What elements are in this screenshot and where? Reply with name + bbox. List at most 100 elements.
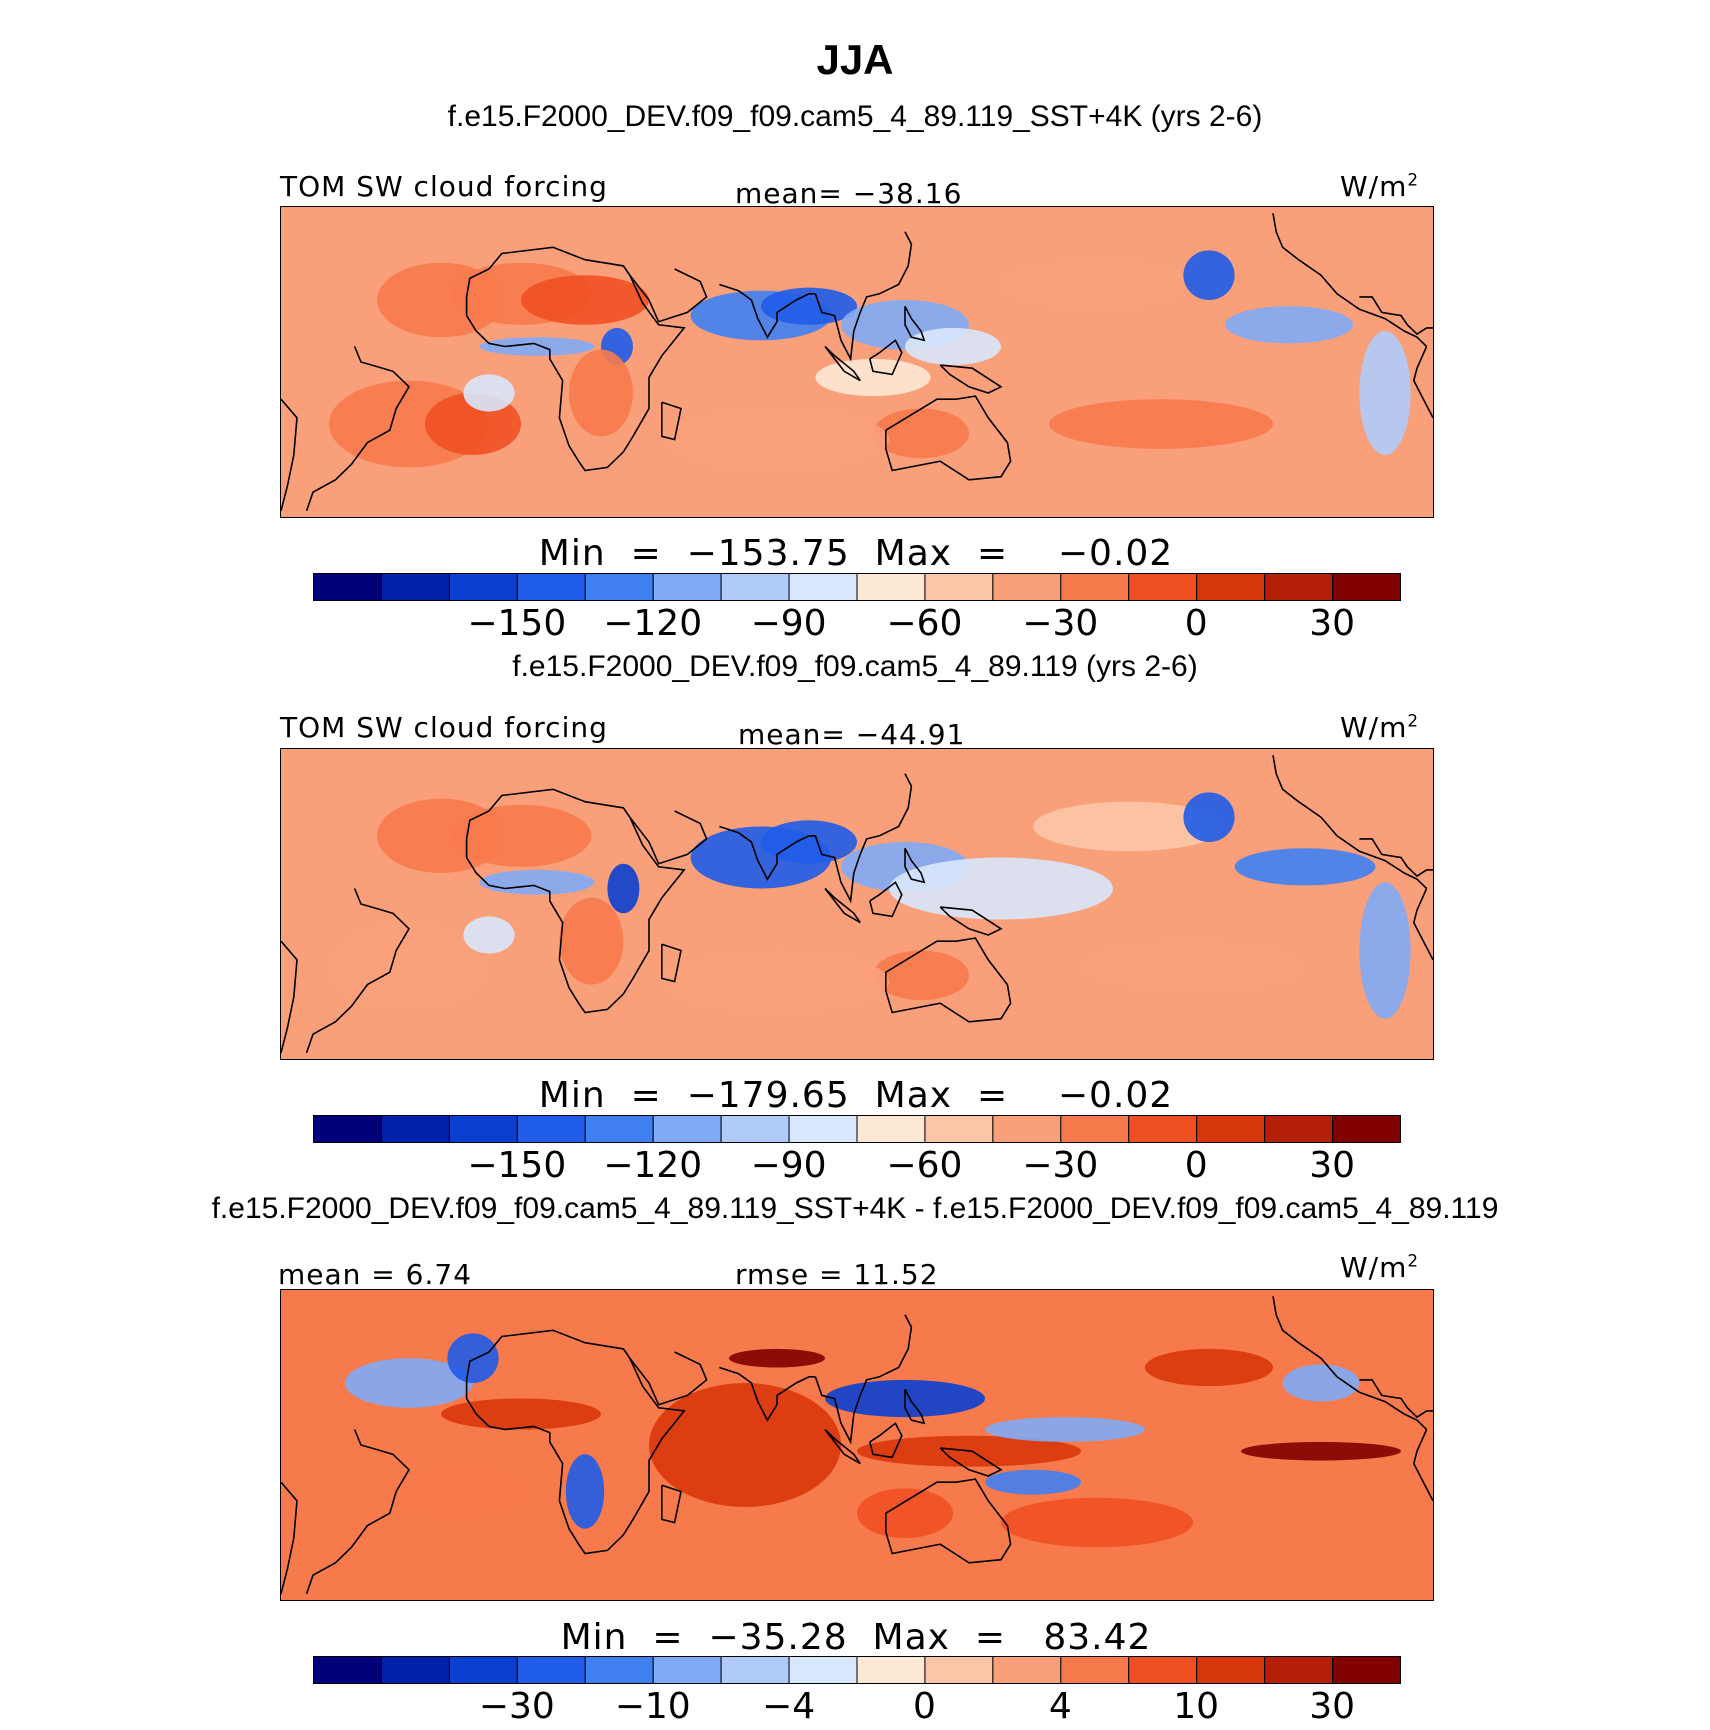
colorbar-swatch-11 xyxy=(1060,1115,1130,1143)
sumatra-coastline xyxy=(824,887,861,924)
colorbar-swatch-15 xyxy=(1332,573,1401,601)
colorbar-swatch-8 xyxy=(856,573,926,601)
arabia-coastline xyxy=(629,810,708,865)
field-region-11 xyxy=(873,950,969,1001)
se-asia-coastline xyxy=(814,231,913,362)
map-background-field xyxy=(281,749,1433,1059)
south-america-coastline xyxy=(281,1481,298,1594)
colorbar-swatch-10 xyxy=(992,1115,1062,1143)
colorbar-swatch-4 xyxy=(584,1656,654,1684)
colorbar-swatch-4 xyxy=(584,1115,654,1143)
south-america-west-coastline xyxy=(1412,888,1433,961)
field-region-6 xyxy=(729,1348,825,1368)
field-region-0 xyxy=(329,922,489,1010)
colorbar-swatch-7 xyxy=(788,1115,858,1143)
colorbar-tick-label: 0 xyxy=(1184,603,1208,644)
colorbar-swatch-15 xyxy=(1332,1656,1401,1684)
central-america-coastline xyxy=(1359,1379,1433,1419)
colorbar-swatch-7 xyxy=(788,573,858,601)
colorbar-swatch-13 xyxy=(1196,1115,1266,1143)
colorbar-tick-label: −30 xyxy=(1022,603,1099,644)
colorbar-tick-label: −30 xyxy=(478,1686,555,1727)
field-region-8 xyxy=(761,820,857,864)
colorbar-tick-label: −150 xyxy=(467,1145,567,1186)
india-coastline xyxy=(719,283,816,339)
panel-3-mean-label: mean = 6.74 xyxy=(278,1258,473,1291)
field-region-5 xyxy=(463,916,515,954)
panel-3-case-title: f.e15.F2000_DEV.f09_f09.cam5_4_89.119_SS… xyxy=(211,1192,1499,1225)
arabia-coastline xyxy=(629,1351,708,1406)
map-background-field xyxy=(281,1290,1433,1600)
field-region-16 xyxy=(1001,259,1193,310)
field-region-18 xyxy=(1225,306,1353,344)
colorbar-tick-label: −4 xyxy=(762,1686,816,1727)
south-america-east-coastline xyxy=(305,346,411,512)
field-region-15 xyxy=(665,408,889,471)
field-region-4 xyxy=(521,275,649,325)
south-america-west-coastline xyxy=(1412,346,1433,419)
field-region-2 xyxy=(441,1398,601,1430)
new-guinea-coastline xyxy=(939,906,1003,936)
philippines-coastline xyxy=(904,305,926,342)
colorbar-tick-label: −120 xyxy=(603,1145,703,1186)
panel-2-colorbar-ticks: −150 −120 −90 −60 −30 0 30 xyxy=(313,1145,1400,1189)
colorbar-swatch-1 xyxy=(380,1115,450,1143)
colorbar-tick-label: −120 xyxy=(603,603,703,644)
panel-1-map xyxy=(280,206,1434,518)
madagascar-coastline xyxy=(660,1484,682,1524)
field-region-8 xyxy=(569,349,633,437)
colorbar-tick-label: 30 xyxy=(1309,603,1355,644)
colorbar-tick-label: −60 xyxy=(886,1145,963,1186)
panel-2-variable-label: TOM SW cloud forcing xyxy=(280,711,608,744)
colorbar-swatch-1 xyxy=(380,573,450,601)
panel-1-units: W/m2 xyxy=(1340,169,1420,203)
south-america-east-coastline xyxy=(305,1429,411,1595)
figure-title: JJA xyxy=(816,36,894,83)
colorbar-swatch-12 xyxy=(1128,1115,1198,1143)
borneo-coastline xyxy=(869,339,903,376)
colorbar-swatch-11 xyxy=(1060,1656,1130,1684)
field-region-13 xyxy=(815,358,931,397)
field-region-20 xyxy=(1359,331,1411,455)
panel-2-map xyxy=(280,748,1434,1060)
panel-3-rmse-label: rmse = 11.52 xyxy=(735,1258,939,1291)
panel-3-min-max: Min = −35.28 Max = 83.42 xyxy=(560,1617,1152,1658)
panel-1-min-max: Min = −153.75 Max = −0.02 xyxy=(538,533,1174,574)
field-region-12 xyxy=(665,950,889,1013)
colorbar-swatch-5 xyxy=(652,573,722,601)
philippines-coastline xyxy=(904,847,926,884)
africa-coastline xyxy=(465,1329,686,1555)
colorbar-swatch-12 xyxy=(1128,1656,1198,1684)
field-region-1 xyxy=(447,1333,499,1383)
field-region-15 xyxy=(1234,848,1376,886)
north-america-west-coastline xyxy=(1272,213,1428,348)
colorbar-swatch-0 xyxy=(313,573,382,601)
madagascar-coastline xyxy=(660,401,682,441)
panel-3-map xyxy=(280,1289,1434,1601)
colorbar-swatch-2 xyxy=(448,573,518,601)
colorbar-tick-label: 0 xyxy=(1184,1145,1208,1186)
australia-coastline xyxy=(884,1478,1012,1564)
colorbar-swatch-10 xyxy=(992,573,1062,601)
colorbar-swatch-14 xyxy=(1264,573,1334,601)
field-region-14 xyxy=(857,1488,953,1538)
colorbar-swatch-8 xyxy=(856,1115,926,1143)
se-asia-coastline xyxy=(814,773,913,904)
panel-3-units: W/m2 xyxy=(1340,1250,1420,1284)
north-america-west-coastline xyxy=(1272,1296,1428,1431)
central-america-coastline xyxy=(1359,296,1433,336)
colorbar-swatch-3 xyxy=(516,1656,586,1684)
sumatra-coastline xyxy=(824,1428,861,1465)
field-region-15 xyxy=(985,1469,1081,1495)
south-america-coastline xyxy=(281,398,298,511)
field-region-17 xyxy=(1359,882,1411,1019)
field-region-14 xyxy=(873,408,969,459)
south-america-west-coastline xyxy=(1412,1429,1433,1502)
field-region-9 xyxy=(985,1417,1145,1442)
colorbar-tick-label: 4 xyxy=(1048,1686,1072,1727)
panel-2-units: W/m2 xyxy=(1340,710,1420,744)
colorbar-tick-label: −90 xyxy=(750,1145,827,1186)
colorbar-swatch-6 xyxy=(720,573,790,601)
colorbar-swatch-8 xyxy=(856,1656,926,1684)
colorbar-swatch-6 xyxy=(720,1115,790,1143)
